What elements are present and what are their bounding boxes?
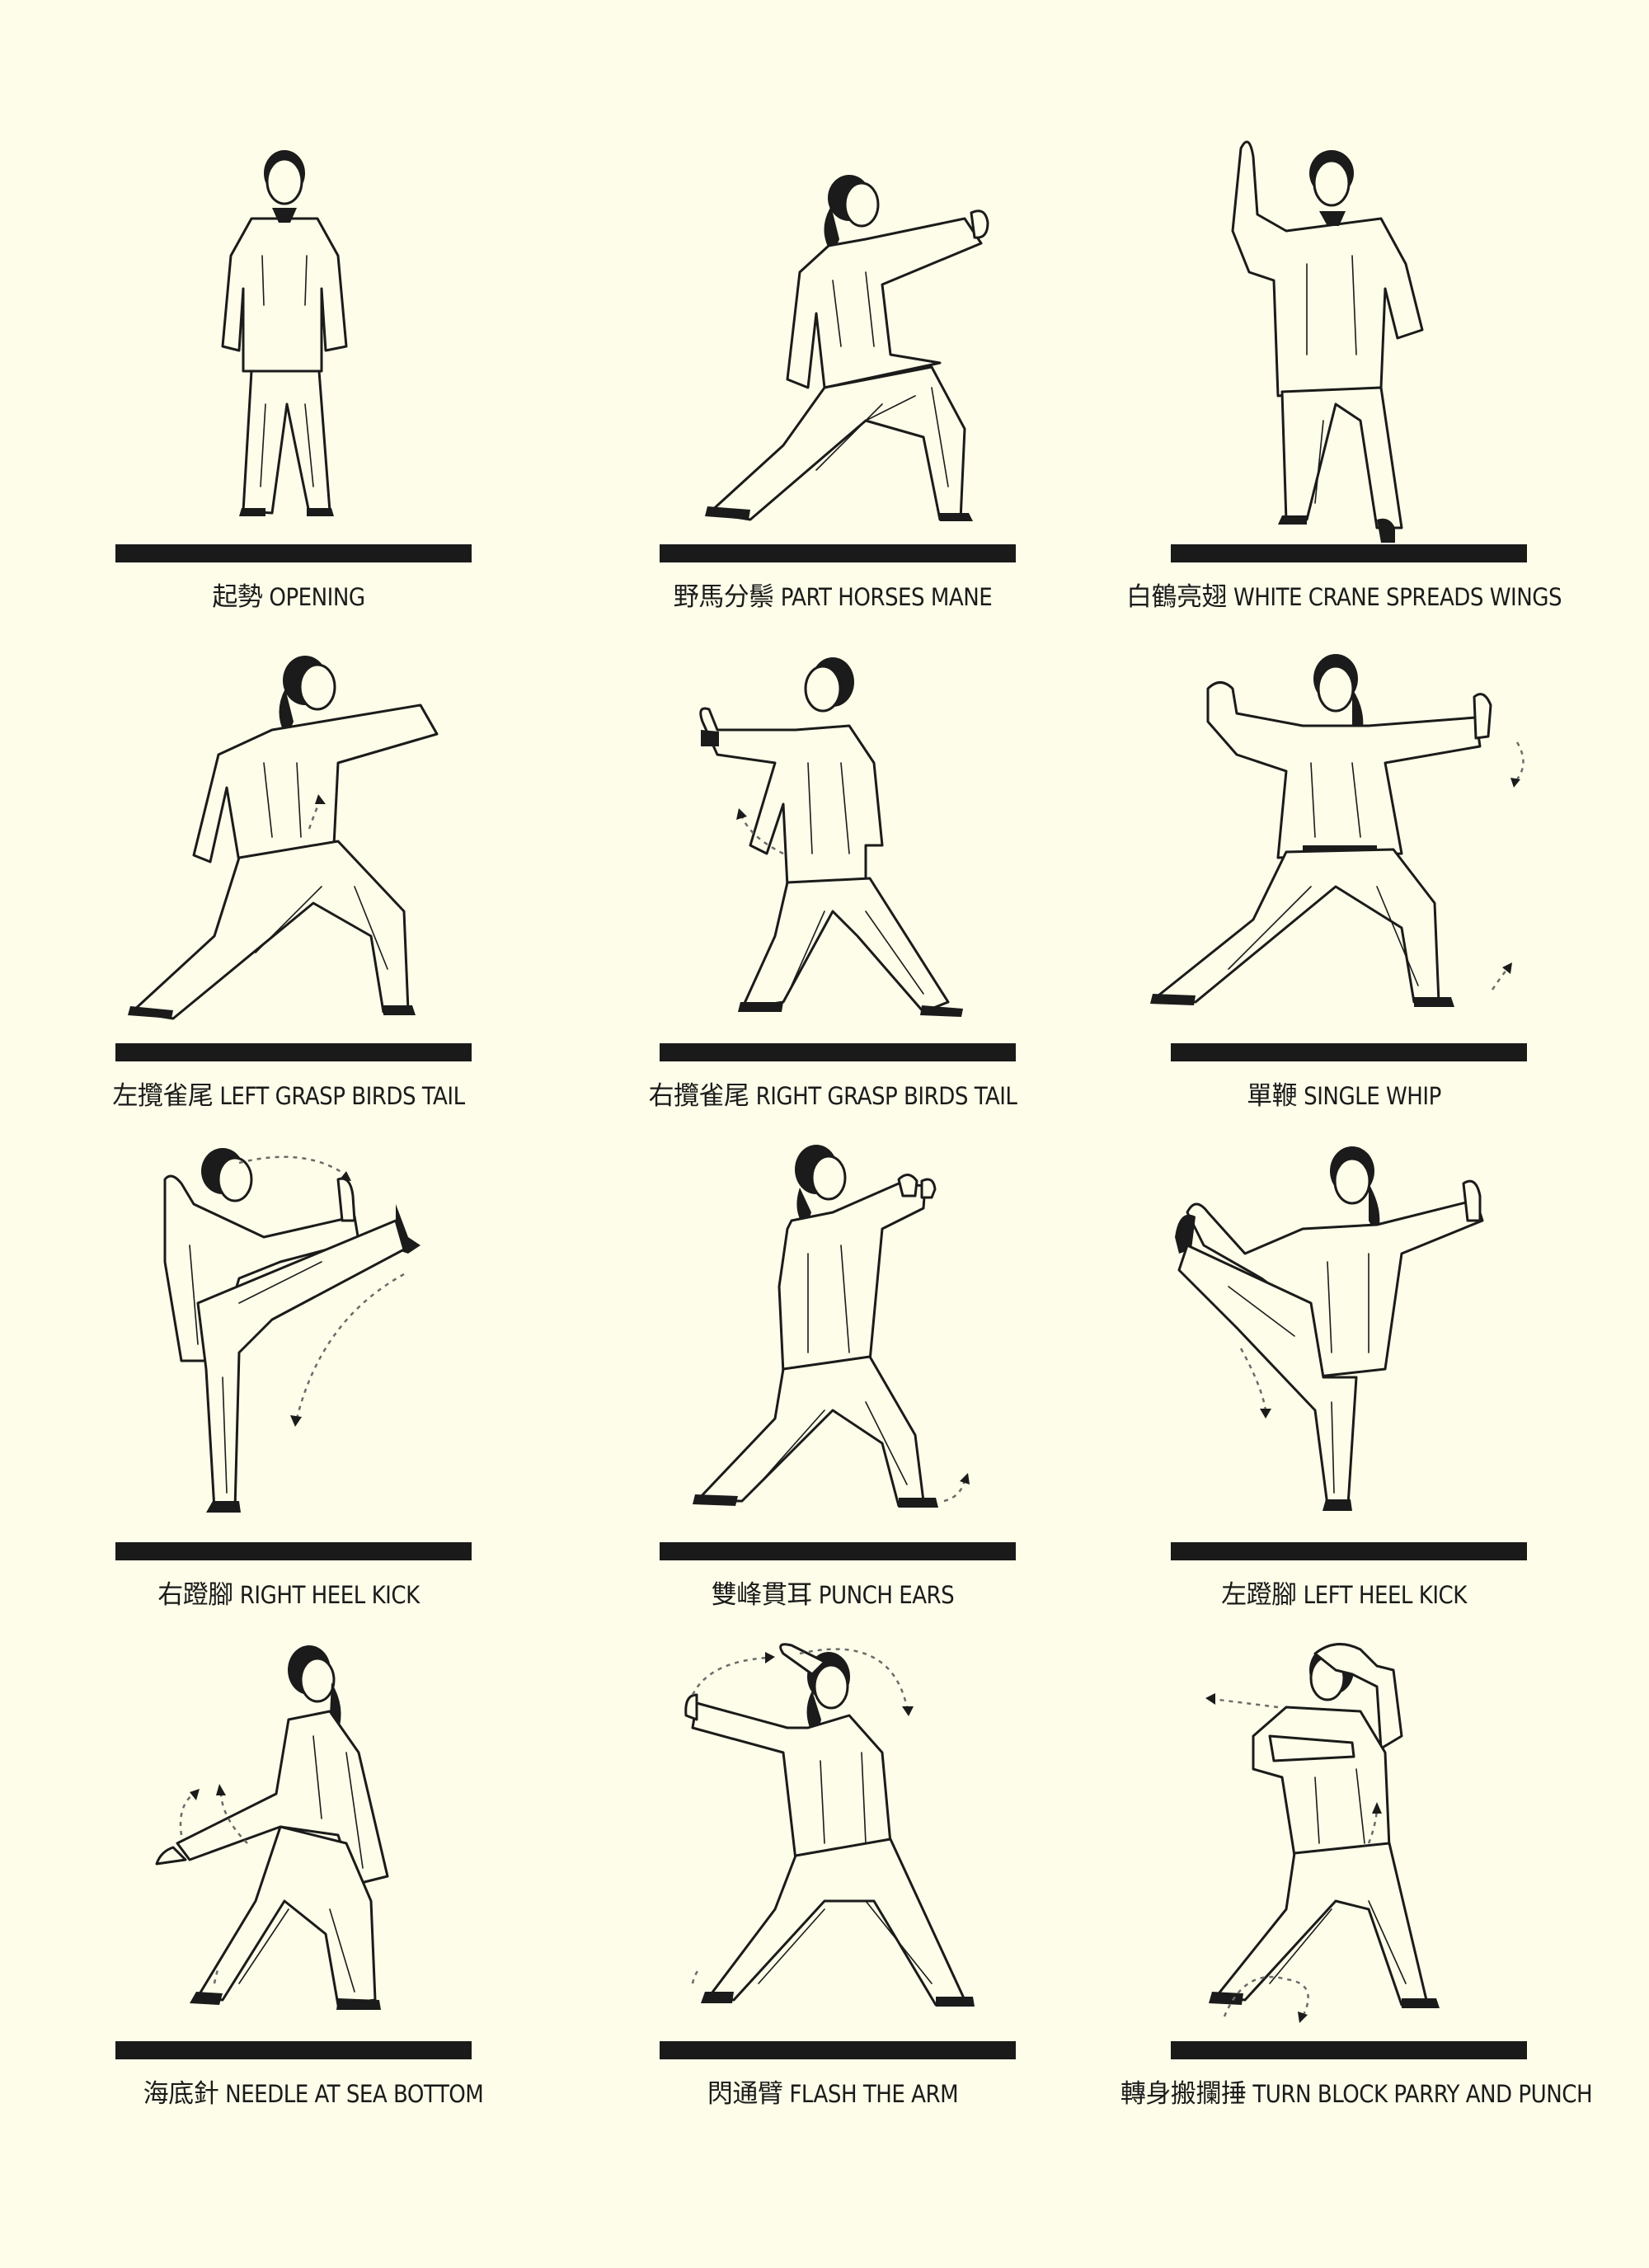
caption-english: LEFT HEEL KICK (1303, 1581, 1468, 1609)
pose-caption-single-whip: 單鞭 SINGLE WHIP (1072, 1075, 1616, 1112)
caption-chinese: 單鞭 (1247, 1081, 1298, 1111)
pose-caption-right-heel-kick: 右蹬腳 RIGHT HEEL KICK (16, 1574, 561, 1611)
pose-card-right-heel-kick: 右蹬腳 RIGHT HEEL KICK (74, 1138, 618, 1633)
floor-bar (115, 544, 472, 562)
caption-chinese: 左攬雀尾 (112, 1081, 214, 1111)
pose-caption-left-heel-kick: 左蹬腳 LEFT HEEL KICK (1072, 1574, 1616, 1611)
caption-english: FLASH THE ARM (789, 2080, 959, 2108)
opening-figure-illustration (221, 150, 348, 516)
pose-caption-part-horses-mane: 野馬分鬃 PART HORSES MANE (561, 576, 1105, 613)
caption-chinese: 白鶴亮翅 (1125, 582, 1228, 612)
caption-english: RIGHT HEEL KICK (239, 1581, 420, 1609)
pose-card-left-grasp-birds-tail: 左攬雀尾 LEFT GRASP BIRDS TAIL (74, 639, 618, 1134)
caption-english: WHITE CRANE SPREADS WINGS (1233, 583, 1562, 611)
caption-chinese: 野馬分鬃 (673, 582, 775, 612)
caption-english: PUNCH EARS (818, 1581, 955, 1609)
pose-caption-needle-at-sea-bottom: 海底針 NEEDLE AT SEA BOTTOM (41, 2073, 585, 2110)
part-horses-mane-figure-illustration (705, 175, 989, 521)
pose-card-single-whip: 單鞭 SINGLE WHIP (1130, 639, 1649, 1134)
pose-caption-right-grasp-birds-tail: 右攬雀尾 RIGHT GRASP BIRDS TAIL (561, 1075, 1105, 1112)
caption-english: TURN BLOCK PARRY AND PUNCH (1252, 2080, 1593, 2108)
left-grasp-birds-tail-figure-illustration (128, 656, 439, 1020)
caption-english: OPENING (269, 583, 365, 611)
right-heel-kick-figure-illustration (163, 1148, 420, 1513)
caption-english: PART HORSES MANE (780, 583, 993, 611)
floor-bar (660, 2041, 1016, 2059)
caption-english: RIGHT GRASP BIRDS TAIL (755, 1082, 1017, 1110)
floor-bar (1171, 2041, 1527, 2059)
floor-bar (115, 2041, 472, 2059)
pose-caption-turn-block-parry-and-punch: 轉身搬攔捶 TURN BLOCK PARRY AND PUNCH (1084, 2073, 1628, 2110)
pose-caption-left-grasp-birds-tail: 左攬雀尾 LEFT GRASP BIRDS TAIL (16, 1075, 561, 1112)
pose-caption-white-crane-spreads-wings: 白鶴亮翅 WHITE CRANE SPREADS WINGS (1072, 576, 1616, 613)
pose-card-punch-ears: 雙峰貫耳 PUNCH EARS (618, 1138, 1163, 1633)
floor-bar (660, 544, 1016, 562)
caption-chinese: 右蹬腳 (157, 1580, 233, 1610)
pose-card-opening: 起勢 OPENING (74, 140, 618, 635)
pose-card-part-horses-mane: 野馬分鬃 PART HORSES MANE (618, 140, 1163, 635)
pose-caption-opening: 起勢 OPENING (16, 576, 561, 613)
floor-bar (115, 1043, 472, 1061)
caption-chinese: 轉身搬攔捶 (1120, 2079, 1247, 2109)
pose-card-right-grasp-birds-tail: 右攬雀尾 RIGHT GRASP BIRDS TAIL (618, 639, 1163, 1134)
single-whip-figure-illustration (1150, 654, 1525, 1007)
caption-chinese: 起勢 (212, 582, 263, 612)
caption-chinese: 右攬雀尾 (648, 1081, 750, 1111)
right-grasp-birds-tail-figure-illustration (699, 657, 963, 1017)
caption-english: LEFT GRASP BIRDS TAIL (219, 1082, 465, 1110)
floor-bar (660, 1043, 1016, 1061)
caption-chinese: 左蹬腳 (1221, 1580, 1297, 1610)
floor-bar (1171, 1043, 1527, 1061)
caption-chinese: 雙峰貫耳 (711, 1580, 813, 1610)
floor-bar (660, 1542, 1016, 1560)
flash-the-arm-figure-illustration (684, 1643, 975, 2007)
needle-at-sea-bottom-figure-illustration (155, 1645, 389, 2010)
pose-caption-punch-ears: 雙峰貫耳 PUNCH EARS (561, 1574, 1105, 1611)
white-crane-figure-illustration (1231, 140, 1424, 543)
caption-chinese: 海底針 (143, 2079, 219, 2109)
floor-bar (115, 1542, 472, 1560)
caption-english: NEEDLE AT SEA BOTTOM (225, 2080, 484, 2108)
punch-ears-figure-illustration (693, 1145, 970, 1508)
left-heel-kick-figure-illustration (1175, 1146, 1484, 1511)
pose-caption-flash-the-arm: 閃通臂 FLASH THE ARM (561, 2073, 1105, 2110)
pose-card-flash-the-arm: 閃通臂 FLASH THE ARM (618, 1637, 1163, 2132)
turn-block-parry-punch-figure-illustration (1205, 1643, 1440, 2023)
pose-card-white-crane-spreads-wings: 白鶴亮翅 WHITE CRANE SPREADS WINGS (1126, 140, 1649, 635)
pose-card-left-heel-kick: 左蹬腳 LEFT HEEL KICK (1130, 1138, 1649, 1633)
floor-bar (1171, 544, 1527, 562)
caption-chinese: 閃通臂 (707, 2079, 783, 2109)
caption-english: SINGLE WHIP (1304, 1082, 1441, 1110)
pose-card-needle-at-sea-bottom: 海底針 NEEDLE AT SEA BOTTOM (74, 1637, 618, 2132)
floor-bar (1171, 1542, 1527, 1560)
pose-card-turn-block-parry-and-punch: 轉身搬攔捶 TURN BLOCK PARRY AND PUNCH (1120, 1637, 1649, 2132)
